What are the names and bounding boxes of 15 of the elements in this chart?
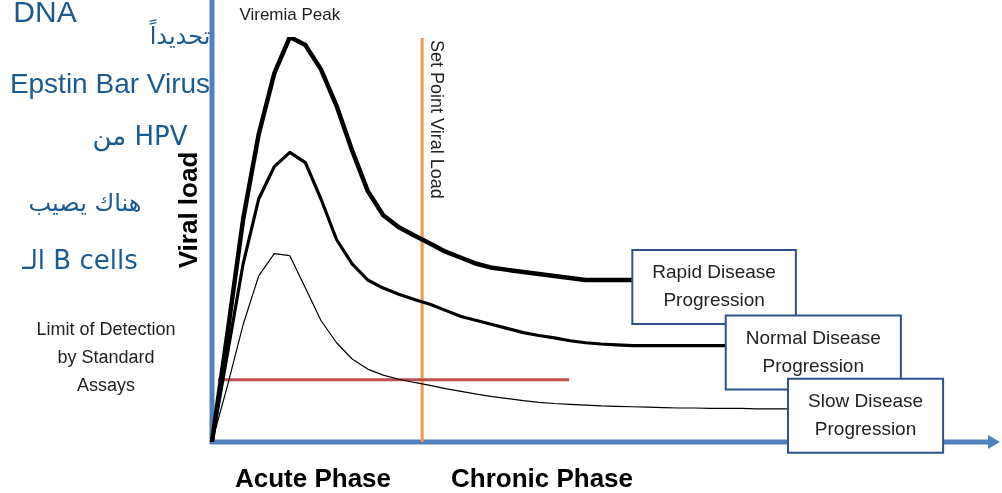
text: من HPV [92, 120, 188, 152]
text: Chronic Phase [450, 463, 634, 493]
ref-line-label: Limit of Detection by Standard Assays [36, 318, 176, 395]
text: DNA [13, 0, 77, 29]
series-label: Slow Disease Progression [808, 390, 924, 440]
series-label: Rapid Disease Progression [652, 261, 776, 311]
series-label: Normal Disease Progression [745, 326, 881, 376]
annotation: Set Point Viral Load [427, 40, 448, 199]
text: الـ B cells [21, 244, 138, 275]
text: هناك يصيب [28, 189, 142, 218]
annotation: تحديداً [148, 18, 211, 51]
text: Acute Phase [234, 463, 392, 493]
y-axis-title: Viral load [173, 151, 204, 269]
annotation: Viremia Peak [239, 4, 341, 24]
annotation: Epstin Bar Virus [9, 67, 211, 99]
